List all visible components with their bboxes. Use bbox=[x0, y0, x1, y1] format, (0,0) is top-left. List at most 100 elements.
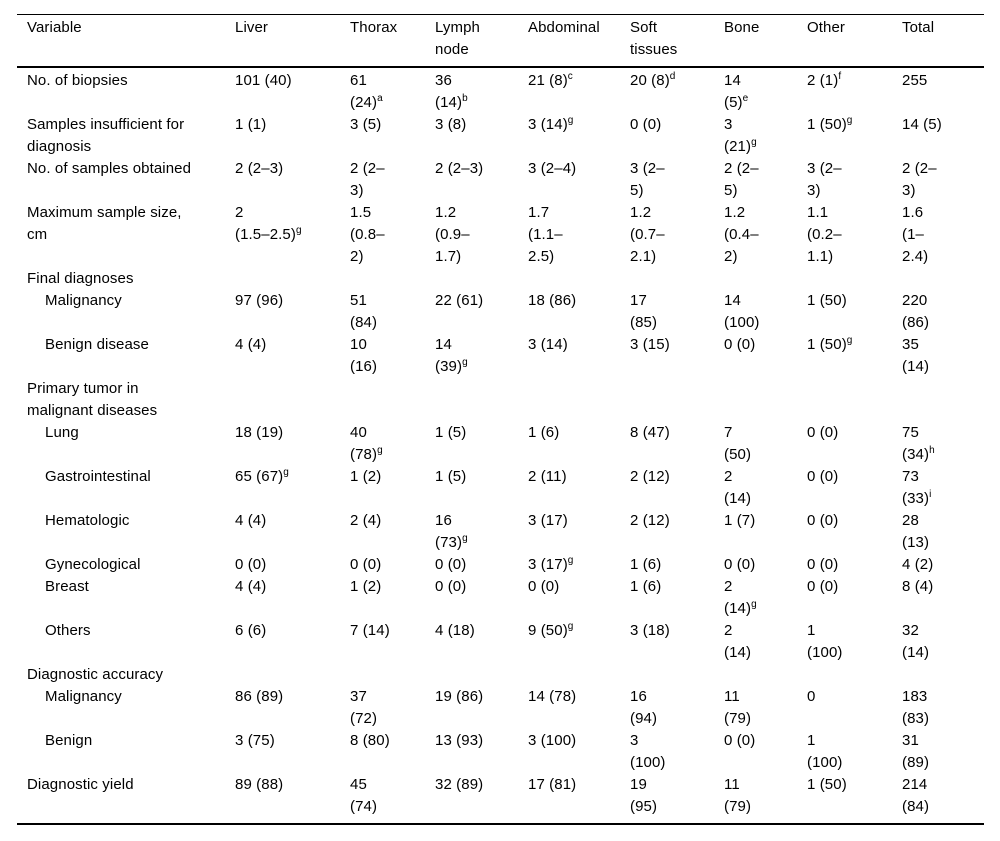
table-cell: 3 (8) bbox=[435, 116, 467, 133]
table-cell: 2 (14)g bbox=[724, 578, 757, 617]
table-cell: 1 (50)g bbox=[807, 335, 853, 354]
table-cell: 220 (86) bbox=[902, 292, 930, 331]
table-cell: 9 (50)g bbox=[528, 621, 574, 640]
table-cell: 14 (100) bbox=[724, 292, 760, 331]
table-row: Diagnostic accuracy bbox=[17, 664, 984, 686]
table-cell: 1 (2) bbox=[350, 578, 382, 595]
table-cell: 1 (100) bbox=[807, 732, 843, 771]
table-cell: 10 (16) bbox=[350, 336, 378, 375]
table-cell: 0 (0) bbox=[807, 556, 839, 573]
table-cell: 0 (0) bbox=[724, 556, 756, 573]
table-cell: 0 (0) bbox=[807, 424, 839, 441]
table-cell: 1 (50) bbox=[807, 292, 847, 309]
table-cell: 3 (17) bbox=[528, 512, 568, 529]
table-cell: 2 (14) bbox=[724, 622, 752, 661]
table-cell: 0 (0) bbox=[807, 468, 839, 485]
table-cell: 6 (6) bbox=[235, 622, 267, 639]
table-cell: 0 (0) bbox=[235, 556, 267, 573]
table-cell: 14 (5)e bbox=[724, 72, 749, 111]
table-row: Hematologic 4 (4) 2 (4) 16 (73)g 3 (17) 2 (12)… bbox=[17, 510, 984, 554]
table-row: Malignancy 86 (89) 37 (72) 19 (86) 14 (78) 16(… bbox=[17, 686, 984, 730]
table-cell bbox=[235, 268, 350, 290]
table-cell: 0 bbox=[807, 688, 816, 705]
table-cell: 97 (96) bbox=[235, 292, 284, 309]
table-cell: 75 (34)h bbox=[902, 424, 935, 463]
table-cell: 18 (86) bbox=[528, 292, 577, 309]
column-header-thorax: Thorax bbox=[350, 14, 435, 68]
table-cell: 8 (47) bbox=[630, 424, 670, 441]
table-cell: 3 (2–4) bbox=[528, 160, 577, 177]
table-cell: 17 (81) bbox=[528, 776, 577, 793]
row-label: No. of samples obtained bbox=[27, 160, 192, 177]
table-cell: 1 (6) bbox=[528, 424, 560, 441]
table-cell: 214 (84) bbox=[902, 776, 930, 815]
table-row: Others 6 (6) 7 (14) 4 (18) 9 (50)g 3 (18) 2 (14… bbox=[17, 620, 984, 664]
document-page: Variable Liver Thorax Lymph node Abdomina… bbox=[0, 14, 1000, 841]
table-cell: 73 (33)i bbox=[902, 468, 932, 507]
table-row: No. of samples obtained 2 (2–3) 2 (2– 3) 2 (… bbox=[17, 158, 984, 202]
table-cell: 17 (85) bbox=[630, 292, 658, 331]
table-cell: 1 (5) bbox=[435, 424, 467, 441]
table-cell: 1 (100) bbox=[807, 622, 843, 661]
table-row: Malignancy 97 (96) 51 (84) 22 (61) 18 (86) 17(… bbox=[17, 290, 984, 334]
table-cell: 32 (89) bbox=[435, 776, 484, 793]
table-cell: 14 (78) bbox=[528, 688, 577, 705]
table-cell: 2 (2–3) bbox=[350, 160, 385, 199]
table-cell bbox=[807, 664, 902, 686]
table-cell bbox=[630, 378, 724, 422]
table-cell bbox=[724, 378, 807, 422]
table-cell: 1 (50) bbox=[807, 776, 847, 793]
header-row: Variable Liver Thorax Lymph node Abdomina… bbox=[17, 14, 984, 68]
row-label: Diagnostic accuracy bbox=[27, 666, 164, 683]
row-label: Samples insufficient for diagnosis bbox=[27, 116, 185, 155]
table-cell: 40 (78)g bbox=[350, 424, 383, 463]
table-cell bbox=[350, 268, 435, 290]
table-cell: 89 (88) bbox=[235, 776, 284, 793]
table-cell: 0 (0) bbox=[724, 336, 756, 353]
column-header-total: Total bbox=[902, 14, 984, 68]
table-cell: 3 (2– 5) bbox=[630, 160, 665, 199]
table-cell: 19 (95) bbox=[630, 776, 658, 815]
table-cell: 1.2 (0.7– 2.1) bbox=[630, 204, 665, 265]
table-cell bbox=[630, 664, 724, 686]
row-label: No. of biopsies bbox=[27, 72, 128, 89]
column-header-variable: Variable bbox=[17, 14, 235, 68]
table-cell: 7 (14) bbox=[350, 622, 390, 639]
table-cell: 1 (2) bbox=[350, 468, 382, 485]
table-cell: 4 (4) bbox=[235, 512, 267, 529]
table-cell: 2 (11) bbox=[528, 468, 567, 485]
table-cell: 4 (2) bbox=[902, 556, 934, 573]
table-cell: 51 (84) bbox=[350, 292, 378, 331]
table-cell: 1 (7) bbox=[724, 512, 756, 529]
table-cell: 1.1 (0.2– 1.1) bbox=[807, 204, 842, 265]
table-row: No. of biopsies 101 (40) 61 (24)a 36 (14)b 21 … bbox=[17, 67, 984, 114]
table-cell bbox=[724, 268, 807, 290]
table-cell: 101 (40) bbox=[235, 72, 292, 89]
table-row: Final diagnoses bbox=[17, 268, 984, 290]
results-table: Variable Liver Thorax Lymph node Abdomina… bbox=[17, 14, 984, 825]
table-row: Diagnostic yield 89 (88) 45 (74) 32 (89) 17 (… bbox=[17, 774, 984, 824]
table-row: Benign 3 (75) 8 (80) 13 (93) 3 (100) 3 (100) 0 … bbox=[17, 730, 984, 774]
table-cell: 7 (50) bbox=[724, 424, 752, 463]
row-label: Primary tumor in malignant diseases bbox=[27, 380, 158, 419]
row-label-sub: Benign disease bbox=[45, 336, 149, 353]
table-cell: 2 (2–3) bbox=[435, 160, 484, 177]
table-cell: 2 (12) bbox=[630, 512, 670, 529]
table-cell: 3 (17)g bbox=[528, 555, 574, 574]
table-cell: 65 (67)g bbox=[235, 467, 289, 486]
table-cell: 3 (14)g bbox=[528, 115, 574, 134]
table-cell: 2 (14) bbox=[724, 468, 752, 507]
column-header-liver: Liver bbox=[235, 14, 350, 68]
column-header-lymph-node: Lymph node bbox=[435, 14, 528, 68]
table-cell bbox=[902, 268, 984, 290]
table-row: Gastrointestinal 65 (67)g 1 (2) 1 (5) 2 (11)… bbox=[17, 466, 984, 510]
table-cell bbox=[630, 268, 724, 290]
table-cell: 1.2 (0.9– 1.7) bbox=[435, 204, 470, 265]
row-label-sub: Others bbox=[45, 622, 91, 639]
table-row: Gynecological 0 (0) 0 (0) 0 (0) 3 (17)g 1 (6)… bbox=[17, 554, 984, 576]
table-cell: 1.7 (1.1– 2.5) bbox=[528, 204, 563, 265]
table-cell: 2 (1)f bbox=[807, 71, 842, 90]
row-label-sub: Breast bbox=[45, 578, 89, 595]
column-header-soft-tissues: Soft tissues bbox=[630, 14, 724, 68]
table-cell: 45 (74) bbox=[350, 776, 378, 815]
